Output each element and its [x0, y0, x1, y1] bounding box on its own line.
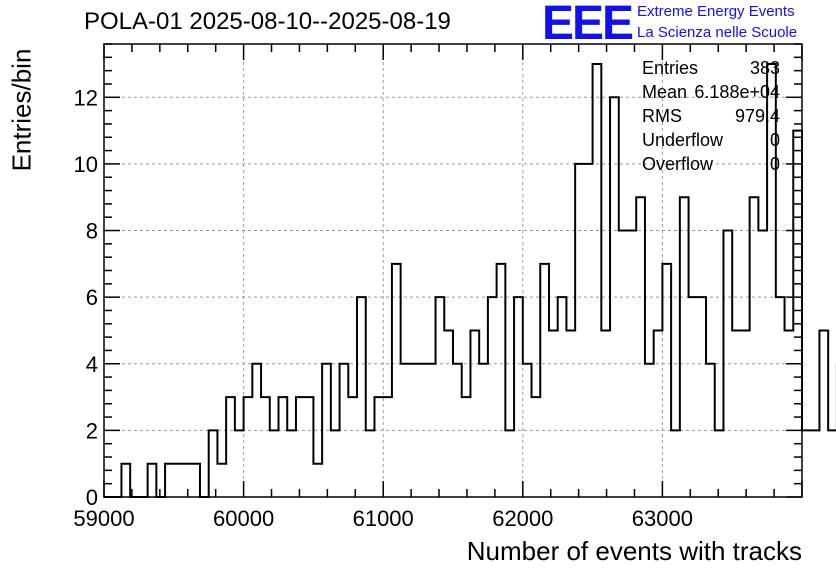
x-tick-label: 60000 [213, 506, 274, 531]
chart-title: POLA-01 2025-08-10--2025-08-19 [84, 8, 451, 35]
y-tick-label: 0 [86, 485, 98, 510]
stats-value: 6.188e+04 [694, 82, 780, 102]
x-axis-label: Number of events with tracks [466, 536, 802, 566]
stats-key: Mean [642, 82, 688, 102]
stats-value: 383 [749, 58, 780, 78]
x-tick-label: 63000 [632, 506, 693, 531]
stats-row-mean: Mean 6.188e+04 [642, 82, 780, 106]
stats-key: RMS [642, 106, 682, 126]
stats-value: 979.4 [734, 106, 780, 126]
stats-value: 0 [769, 154, 780, 174]
stats-row-rms: RMS 979.4 [642, 106, 780, 130]
stats-row-underflow: Underflow 0 [642, 130, 780, 154]
stats-value: 0 [769, 130, 780, 150]
plot-frame [103, 43, 803, 498]
tick-labels: 59000 60000 61000 62000 63000 0 2 4 6 8 10 12 [73, 85, 693, 531]
stats-key: Underflow [642, 130, 724, 150]
y-tick-label: 10 [74, 152, 98, 177]
y-tick-label: 8 [86, 219, 98, 244]
eee-logo: EEE [542, 0, 634, 50]
y-tick-label: 2 [86, 418, 98, 443]
x-tick-label: 61000 [353, 506, 414, 531]
logo-line-2: La Scienza nelle Scuole [637, 24, 798, 41]
histogram-outline [104, 62, 836, 498]
stats-key: Overflow [642, 154, 714, 174]
stats-key: Entries [642, 58, 699, 78]
x-tick-label: 62000 [492, 506, 553, 531]
y-axis-label: Entries/bin [6, 48, 37, 172]
y-tick-label: 12 [74, 85, 98, 110]
stats-row-overflow: Overflow 0 [642, 154, 780, 178]
y-tick-label: 4 [86, 352, 98, 377]
x-tick-label: 59000 [73, 506, 134, 531]
y-tick-label: 6 [86, 285, 98, 310]
stats-box: Entries 383 Mean 6.188e+04 RMS 979.4 Und… [642, 58, 780, 178]
logo-line-1: Extreme Energy Events [637, 3, 795, 20]
stats-row-entries: Entries 383 [642, 58, 780, 82]
